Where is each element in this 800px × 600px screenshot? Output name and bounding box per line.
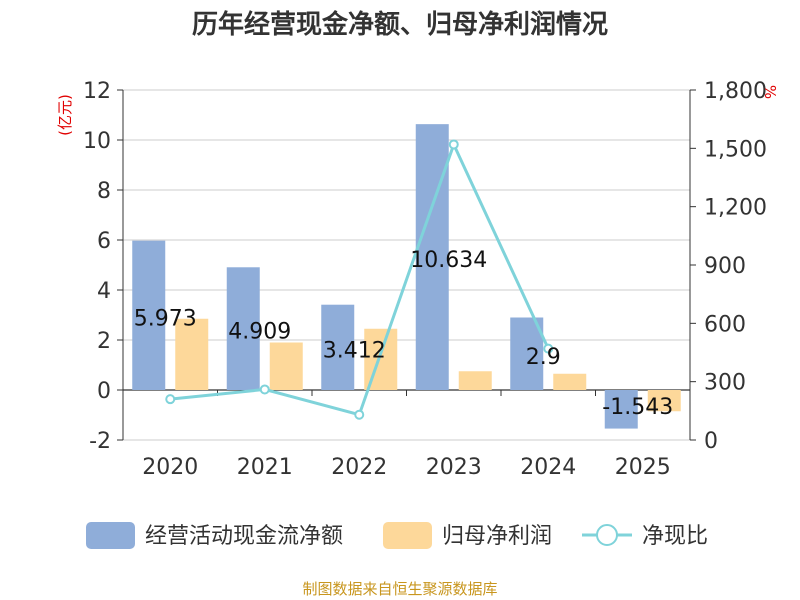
bar-cashflow <box>226 267 260 390</box>
legend-swatch-ratio-marker <box>596 524 618 546</box>
right-axis-unit-label: % <box>761 85 779 99</box>
bar-net-profit <box>553 373 587 390</box>
category-label: 2023 <box>426 455 482 480</box>
left-axis-tick-label: 10 <box>83 129 111 154</box>
category-label: 2022 <box>331 455 387 480</box>
bar-cashflow <box>132 240 166 390</box>
ratio-point <box>259 384 270 395</box>
right-axis-tick-label: 1,200 <box>704 196 767 221</box>
right-axis-tick-label: 1,800 <box>704 79 767 104</box>
category-label: 2020 <box>142 455 198 480</box>
right-axis-tick-label: 300 <box>704 371 746 396</box>
data-source-note: 制图数据来自恒生聚源数据库 <box>302 580 498 598</box>
ratio-point <box>543 343 554 354</box>
bar-net-profit <box>364 328 398 390</box>
bar-net-profit <box>458 371 492 390</box>
ratio-point <box>448 139 459 150</box>
legend-label-ratio: 净现比 <box>642 524 708 549</box>
cashflow-data-label: 10.634 <box>410 248 487 273</box>
cashflow-data-label: 5.973 <box>134 306 197 331</box>
left-axis-tick-label: 8 <box>97 179 111 204</box>
left-axis-tick-label: -2 <box>89 429 111 454</box>
bar-cashflow <box>510 317 544 390</box>
category-label: 2024 <box>520 455 576 480</box>
cashflow-data-label: 2.9 <box>526 345 561 370</box>
cashflow-data-label: 3.412 <box>323 338 386 363</box>
right-axis-tick-label: 1,500 <box>704 137 767 162</box>
bar-cashflow <box>415 124 449 391</box>
ratio-point <box>354 409 365 420</box>
right-axis-tick-label: 900 <box>704 254 746 279</box>
category-label: 2021 <box>237 455 293 480</box>
left-axis-unit-label: (亿元) <box>56 94 74 136</box>
legend-label-net-profit: 归母净利润 <box>442 524 552 549</box>
bar-cashflow <box>321 304 355 390</box>
legend-label-cashflow: 经营活动现金流净额 <box>145 524 343 549</box>
right-axis-tick-label: 0 <box>704 429 718 454</box>
bar-net-profit <box>175 318 209 390</box>
cashflow-data-label: -1.543 <box>602 395 673 420</box>
legend-swatch-cashflow <box>86 522 135 549</box>
bar-cashflow <box>604 390 638 429</box>
bar-net-profit <box>269 342 303 390</box>
chart-title: 历年经营现金净额、归母净利润情况 <box>191 10 608 40</box>
left-axis-tick-label: 4 <box>97 279 111 304</box>
cashflow-data-label: 4.909 <box>228 320 291 345</box>
legend-swatch-net-profit <box>383 522 432 549</box>
category-label: 2025 <box>615 455 671 480</box>
ratio-point <box>165 394 176 405</box>
left-axis-tick-label: 12 <box>83 79 111 104</box>
left-axis-tick-label: 0 <box>97 379 111 404</box>
bar-net-profit <box>647 390 681 412</box>
left-axis-tick-label: 6 <box>97 229 111 254</box>
right-axis-tick-label: 600 <box>704 312 746 337</box>
left-axis-tick-label: 2 <box>97 329 111 354</box>
